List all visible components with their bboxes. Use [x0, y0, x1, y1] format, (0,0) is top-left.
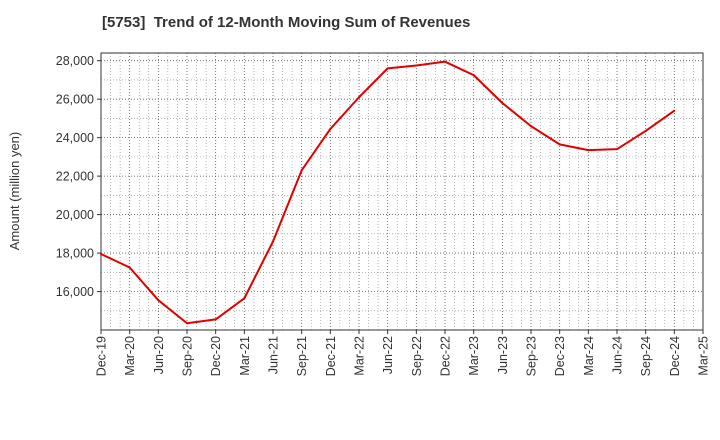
data-point	[616, 148, 618, 151]
data-point	[243, 297, 246, 300]
x-tick-label: Jun-22	[381, 336, 395, 374]
x-tick-label: Sep-23	[525, 336, 539, 376]
x-tick-label: Sep-22	[410, 336, 424, 376]
x-tick-label: Dec-20	[209, 336, 223, 376]
data-point	[386, 67, 389, 70]
grid-lines	[101, 53, 703, 330]
x-tick-label: Sep-20	[181, 336, 195, 376]
axes: 16,000 18,000 20,000 22,000 24,000 26,000 28,0…	[56, 52, 711, 376]
data-point	[472, 74, 475, 77]
x-tick-label: Dec-23	[553, 336, 567, 376]
data-point	[558, 143, 561, 146]
data-point	[644, 129, 647, 132]
data-point	[501, 102, 504, 105]
data-point	[444, 60, 446, 63]
data-point	[157, 299, 160, 302]
x-tick-label: Jun-23	[496, 336, 510, 374]
y-tick-label: 26,000	[56, 93, 94, 107]
data-point	[214, 318, 217, 321]
y-tick-label: 24,000	[56, 131, 94, 145]
y-axis-label: Amount (million yen)	[7, 132, 22, 251]
x-tick-label: Jun-20	[152, 336, 166, 374]
data-point	[272, 240, 274, 243]
data-point	[128, 266, 131, 269]
x-tick-label: Jun-24	[611, 336, 625, 374]
data-point	[100, 253, 102, 256]
data-point	[329, 127, 332, 130]
x-tick-label: Dec-24	[668, 336, 682, 376]
data-point	[415, 64, 418, 67]
data-point	[673, 109, 676, 112]
x-tick-label: Mar-20	[123, 336, 137, 376]
y-tick-label: 22,000	[56, 170, 94, 184]
x-tick-label: Sep-21	[295, 336, 309, 376]
x-tick-label: Mar-24	[582, 336, 596, 376]
y-tick-label: 18,000	[56, 247, 94, 261]
y-tick-label: 20,000	[56, 208, 94, 222]
data-point	[300, 169, 303, 172]
data-point	[358, 96, 360, 99]
data-point	[587, 149, 590, 152]
x-tick-label: Sep-24	[639, 336, 653, 376]
x-tick-label: Dec-22	[439, 336, 453, 376]
plot-frame	[100, 52, 704, 331]
y-tick-label: 28,000	[56, 54, 94, 68]
x-tick-label: Mar-22	[353, 336, 367, 376]
x-tick-label: Mar-25	[697, 336, 711, 376]
data-point	[186, 322, 188, 325]
y-tick-label: 16,000	[56, 285, 94, 299]
series-layer	[100, 60, 676, 325]
x-tick-label: Jun-21	[267, 336, 281, 374]
x-tick-label: Dec-21	[324, 336, 338, 376]
x-tick-label: Mar-23	[467, 336, 481, 376]
x-tick-label: Mar-21	[238, 336, 252, 376]
data-point	[530, 125, 532, 128]
chart-title: [5753] Trend of 12-Month Moving Sum of R…	[102, 14, 471, 31]
x-tick-label: Dec-19	[95, 336, 109, 376]
